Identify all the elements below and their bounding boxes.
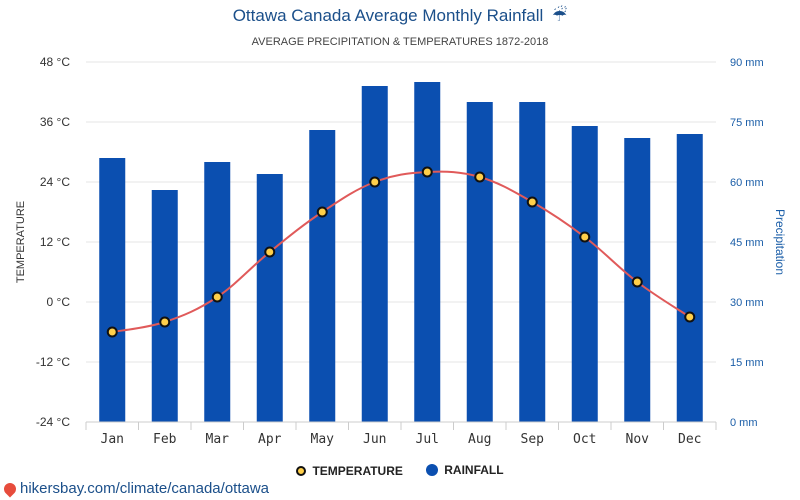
x-tick-label-oct: Oct <box>573 432 596 447</box>
x-tick-label-jul: Jul <box>416 432 439 447</box>
x-tick-label-nov: Nov <box>626 432 650 447</box>
legend-rainfall-label: RAINFALL <box>444 463 504 477</box>
chart-title-text: Ottawa Canada Average Monthly Rainfall <box>232 6 544 25</box>
legend-item-rainfall[interactable]: RAINFALL <box>426 463 504 477</box>
y-left-tick-label: 24 °C <box>40 175 70 189</box>
y-left-tick-label: 36 °C <box>40 115 70 129</box>
legend-temperature-marker-icon <box>296 466 307 476</box>
legend-temperature-label: TEMPERATURE <box>312 464 403 478</box>
rainfall-bar-oct <box>571 126 598 422</box>
legend-item-temperature[interactable]: TEMPERATURE <box>296 464 403 478</box>
temperature-point-jan <box>106 326 118 338</box>
chart-subtitle: AVERAGE PRECIPITATION & TEMPERATURES 187… <box>251 36 549 48</box>
rainfall-bar-aug <box>466 102 493 422</box>
temperature-point-oct <box>579 231 591 243</box>
y-right-tick-label: 75 mm <box>730 117 764 129</box>
x-tick-label-jan: Jan <box>101 432 124 447</box>
y-right-tick-label: 45 mm <box>730 237 764 249</box>
y-right-tick-label: 90 mm <box>730 57 764 69</box>
map-pin-icon <box>1 480 19 497</box>
y-left-tick-label: -24 °C <box>36 415 70 429</box>
umbrella-icon: ☔ <box>552 6 568 25</box>
temperature-point-jun <box>369 176 381 188</box>
x-tick-label-aug: Aug <box>468 432 491 447</box>
y-left-tick-label: -12 °C <box>36 355 70 369</box>
temperature-point-sep <box>526 196 538 208</box>
y-right-tick-label: 0 mm <box>730 417 758 429</box>
temperature-point-apr <box>264 246 276 258</box>
temperature-point-nov <box>631 276 643 288</box>
rainfall-bar-feb <box>151 190 178 422</box>
x-tick-label-sep: Sep <box>521 432 545 447</box>
x-tick-label-feb: Feb <box>153 432 177 447</box>
y-right-tick-label: 30 mm <box>730 297 764 309</box>
rainfall-bar-dec <box>676 134 703 422</box>
chart-title: Ottawa Canada Average Monthly Rainfall ☔ <box>0 6 800 26</box>
y-right-axis-title: Precipitation <box>773 209 787 275</box>
y-right-tick-label: 15 mm <box>730 357 764 369</box>
y-right-tick-label: 60 mm <box>730 177 764 189</box>
rainfall-bar-may <box>309 130 336 422</box>
source-url: hikersbay.com/climate/canada/ottawa <box>20 480 270 497</box>
legend-rainfall-marker-icon <box>426 464 439 476</box>
y-left-axis-title: TEMPERATURE <box>15 201 27 283</box>
source-link[interactable]: hikersbay.com/climate/canada/ottawa <box>1 480 270 497</box>
temperature-point-feb <box>159 316 171 328</box>
y-left-tick-label: 12 °C <box>40 235 70 249</box>
rainfall-bar-sep <box>519 102 546 422</box>
rainfall-bar-jan <box>99 158 126 422</box>
x-tick-label-dec: Dec <box>678 432 701 447</box>
x-tick-label-apr: Apr <box>258 432 282 447</box>
y-left-tick-label: 0 °C <box>47 295 71 309</box>
x-tick-label-may: May <box>311 432 335 447</box>
rainfall-bar-jul <box>414 82 441 422</box>
x-tick-label-jun: Jun <box>363 432 386 447</box>
chart-legend: TEMPERATURE RAINFALL <box>0 463 800 479</box>
y-left-tick-label: 48 °C <box>40 55 70 69</box>
temperature-point-dec <box>684 311 696 323</box>
temperature-point-mar <box>211 291 223 303</box>
rainfall-bar-jun <box>361 86 388 422</box>
rainfall-bar-apr <box>256 174 283 422</box>
temperature-point-jul <box>421 166 433 178</box>
temperature-point-may <box>316 206 328 218</box>
temperature-line <box>112 170 691 333</box>
temperature-point-aug <box>474 171 486 183</box>
x-tick-label-mar: Mar <box>206 432 230 447</box>
